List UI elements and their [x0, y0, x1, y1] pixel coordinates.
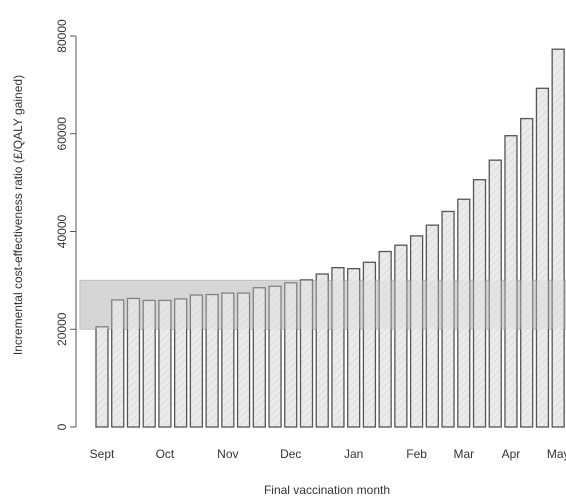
bar	[142, 299, 156, 428]
bar	[189, 294, 204, 428]
x-tick-label: Apr	[502, 447, 521, 461]
bar	[221, 292, 235, 428]
y-tick-label: 0	[55, 423, 69, 430]
bar	[409, 235, 424, 428]
bar	[158, 299, 172, 428]
bar	[504, 135, 518, 428]
y-axis-title: Incremental cost-effectiveness ratio (£/…	[11, 75, 25, 355]
x-tick-label: May	[547, 447, 566, 461]
y-tick-label: 80000	[55, 19, 69, 53]
y-tick-label: 20000	[55, 312, 69, 346]
bar	[331, 267, 345, 428]
bar	[347, 267, 361, 428]
bar	[315, 273, 329, 428]
bar	[284, 282, 298, 428]
bar	[378, 250, 392, 428]
bar	[472, 179, 487, 428]
axes: 0 20000 40000 60000 80000 Sept Oct Nov Dec Jan Feb…	[55, 19, 566, 461]
bar	[236, 292, 251, 428]
threshold-band-overlay-rect	[80, 280, 566, 330]
x-tick-label: Feb	[406, 447, 427, 461]
bar	[252, 287, 266, 428]
bar	[488, 159, 502, 428]
bar	[205, 293, 219, 428]
y-tick-label: 60000	[55, 117, 69, 151]
bar	[126, 297, 141, 428]
bar	[111, 299, 125, 428]
bar	[362, 261, 377, 428]
y-tick-label: 40000	[55, 214, 69, 248]
threshold-band-overlay	[80, 280, 566, 330]
bar	[299, 279, 314, 428]
x-tick-label: Sept	[90, 447, 115, 461]
bar	[425, 224, 439, 428]
x-tick-label: Mar	[453, 447, 474, 461]
bar	[394, 244, 408, 428]
bar	[520, 117, 534, 428]
x-tick-label: Nov	[217, 447, 238, 461]
bar	[173, 298, 188, 428]
x-tick-label: Oct	[156, 447, 175, 461]
bar	[535, 87, 550, 428]
x-tick-label: Jan	[344, 447, 363, 461]
bar	[551, 48, 565, 428]
x-tick-label: Dec	[280, 447, 301, 461]
bar	[95, 326, 109, 428]
bar	[441, 210, 455, 428]
x-axis-title: Final vaccination month	[264, 483, 390, 497]
bar	[268, 285, 282, 428]
bars-layer	[95, 48, 565, 428]
bar	[457, 198, 471, 428]
